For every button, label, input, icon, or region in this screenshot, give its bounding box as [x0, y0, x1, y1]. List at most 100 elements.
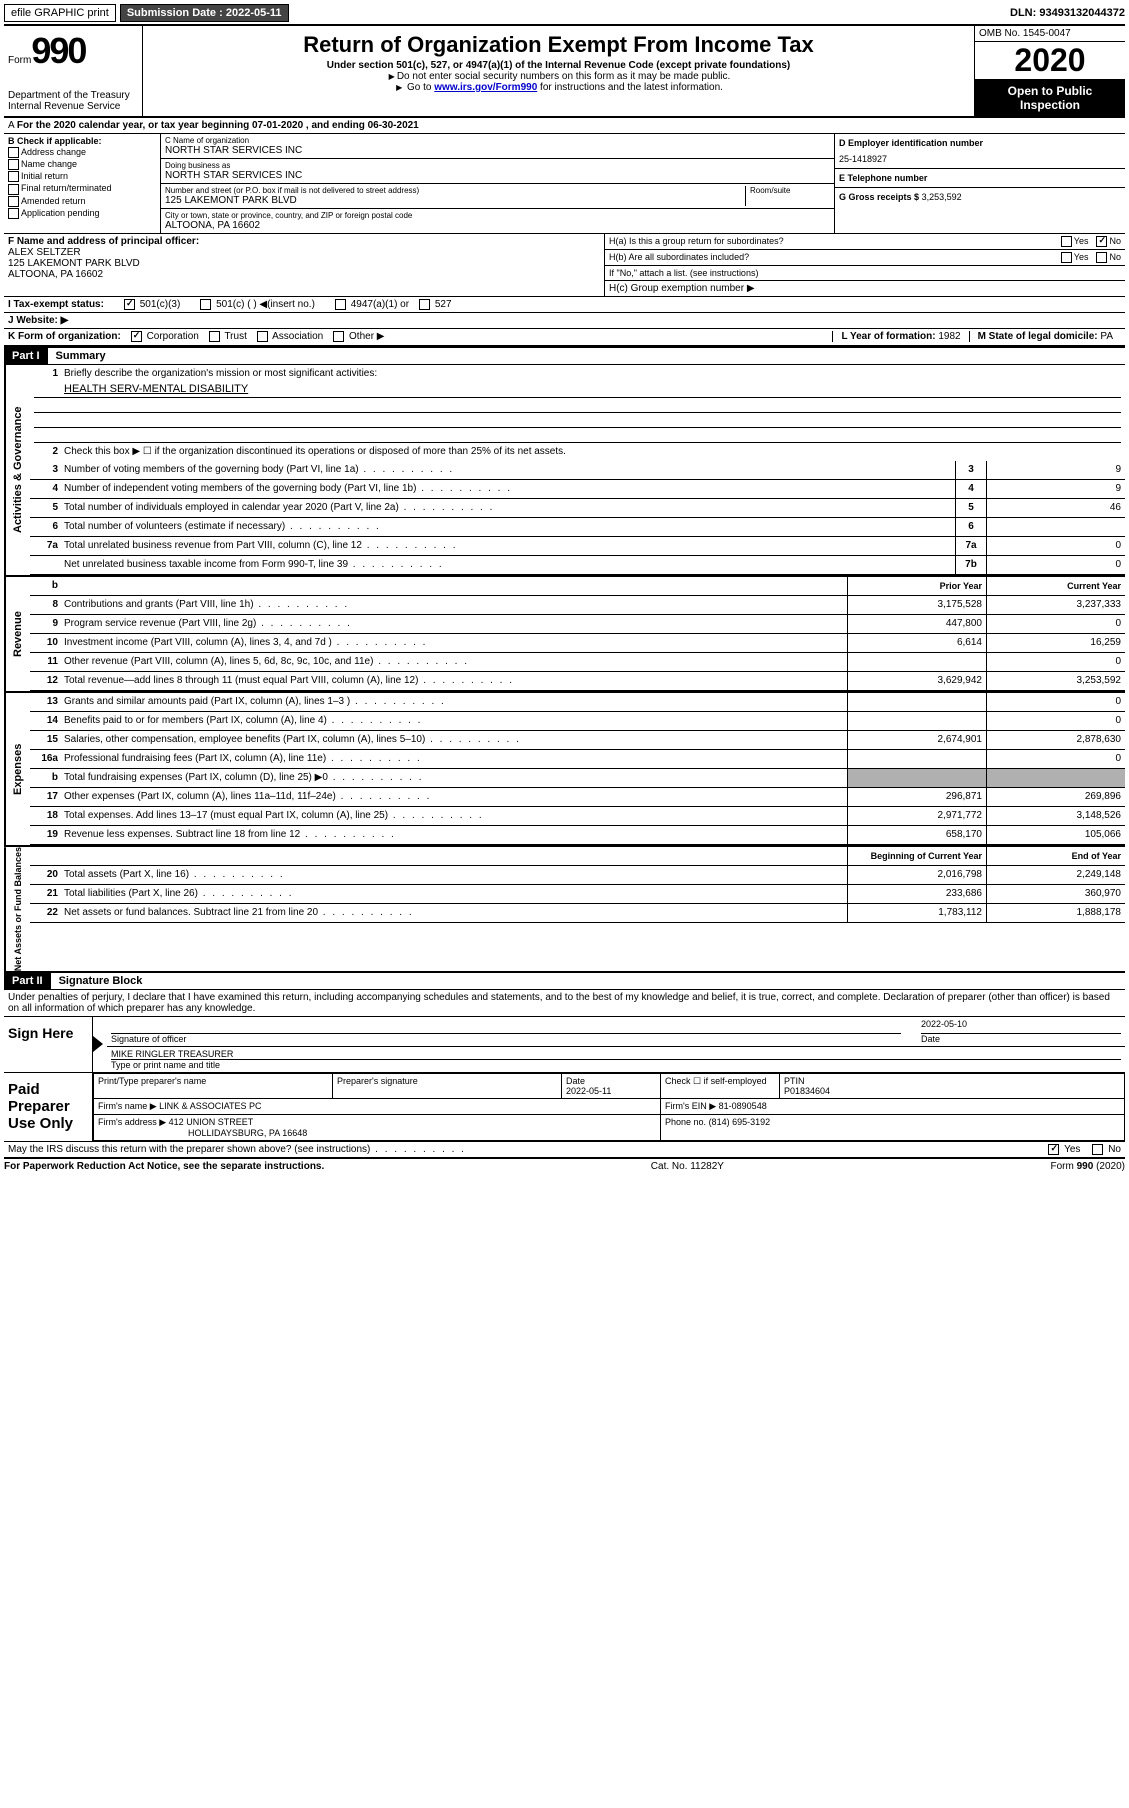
section-e: E Telephone number	[835, 169, 1125, 188]
org-info-block: B Check if applicable: Address change Na…	[4, 134, 1125, 234]
summary-row: 4Number of independent voting members of…	[30, 480, 1125, 499]
preparer-table: Print/Type preparer's name Preparer's si…	[93, 1073, 1125, 1141]
officer-name: ALEX SELTZER	[8, 247, 600, 258]
cb-hb-no[interactable]	[1096, 252, 1107, 263]
cb-501c3[interactable]	[124, 299, 135, 310]
cb-discuss-no[interactable]	[1092, 1144, 1103, 1155]
paid-preparer-block: Paid Preparer Use Only Print/Type prepar…	[4, 1073, 1125, 1142]
section-c: C Name of organization NORTH STAR SERVIC…	[161, 134, 834, 233]
section-g: G Gross receipts $ 3,253,592	[835, 188, 1125, 206]
submission-date: 2022-05-11	[226, 7, 282, 19]
summary-row: 17Other expenses (Part IX, column (A), l…	[30, 788, 1125, 807]
cb-501c[interactable]	[200, 299, 211, 310]
cb-final-return[interactable]	[8, 184, 19, 195]
header-left: Form 990 Department of the Treasury Inte…	[4, 26, 143, 116]
section-i: I Tax-exempt status: 501(c)(3) 501(c) ( …	[4, 297, 1125, 313]
section-klm: K Form of organization: Corporation Trus…	[4, 329, 1125, 346]
summary-row: 13Grants and similar amounts paid (Part …	[30, 693, 1125, 712]
cb-name-change[interactable]	[8, 159, 19, 170]
summary-row: 20Total assets (Part X, line 16)2,016,79…	[30, 866, 1125, 885]
b-label: B Check if applicable:	[8, 136, 156, 146]
sign-here-label: Sign Here	[4, 1017, 93, 1072]
cb-ha-no[interactable]	[1096, 236, 1107, 247]
section-f: F Name and address of principal officer:…	[4, 234, 605, 296]
summary-row: 9Program service revenue (Part VIII, lin…	[30, 615, 1125, 634]
col-prior: Prior Year	[847, 577, 986, 595]
section-d: D Employer identification number 25-1418…	[835, 134, 1125, 169]
form-number: Form 990	[8, 30, 138, 72]
cb-trust[interactable]	[209, 331, 220, 342]
summary-row: 12Total revenue—add lines 8 through 11 (…	[30, 672, 1125, 691]
summary-row: Net unrelated business taxable income fr…	[30, 556, 1125, 575]
form-title: Return of Organization Exempt From Incom…	[147, 32, 970, 58]
city-label: City or town, state or province, country…	[165, 211, 830, 220]
line1-desc: Briefly describe the organization's miss…	[64, 366, 1125, 381]
mission-lines: HEALTH SERV-MENTAL DISABILITY	[30, 383, 1125, 443]
form-text: Form	[8, 55, 31, 66]
cb-amended-return[interactable]	[8, 196, 19, 207]
col-end: End of Year	[986, 847, 1125, 865]
cb-discuss-yes[interactable]	[1048, 1144, 1059, 1155]
part1-bar: Part I Summary	[4, 347, 1125, 365]
subtitle-3: Go to www.irs.gov/Form990 for instructio…	[147, 82, 970, 93]
firm-ein: 81-0890548	[719, 1101, 767, 1111]
summary-row: 15Salaries, other compensation, employee…	[30, 731, 1125, 750]
vlabel-governance: Activities & Governance	[4, 365, 30, 575]
cb-assoc[interactable]	[257, 331, 268, 342]
vlabel-revenue: Revenue	[4, 577, 30, 691]
name-title-label: Type or print name and title	[111, 1060, 1121, 1070]
omb-number: OMB No. 1545-0047	[975, 26, 1125, 42]
efile-label: efile GRAPHIC print	[11, 7, 109, 19]
summary-row: bTotal fundraising expenses (Part IX, co…	[30, 769, 1125, 788]
firm-addr2: HOLLIDAYSBURG, PA 16648	[188, 1128, 307, 1138]
top-bar: efile GRAPHIC print Submission Date : 20…	[4, 4, 1125, 26]
col-begin: Beginning of Current Year	[847, 847, 986, 865]
summary-row: 3Number of voting members of the governi…	[30, 461, 1125, 480]
footer: For Paperwork Reduction Act Notice, see …	[4, 1159, 1125, 1174]
section-b: B Check if applicable: Address change Na…	[4, 134, 161, 233]
sig-officer-label: Signature of officer	[111, 1034, 901, 1044]
cb-hb-yes[interactable]	[1061, 252, 1072, 263]
room-label: Room/suite	[750, 186, 830, 195]
subtitle-2: Do not enter social security numbers on …	[147, 71, 970, 82]
summary-row: 21Total liabilities (Part X, line 26)233…	[30, 885, 1125, 904]
instructions-link[interactable]: www.irs.gov/Form990	[434, 82, 537, 93]
firm-addr1: 412 UNION STREET	[169, 1117, 254, 1127]
cb-application-pending[interactable]	[8, 208, 19, 219]
sign-here-block: Sign Here Signature of officer 2022-05-1…	[4, 1017, 1125, 1073]
sig-date: 2022-05-10	[921, 1019, 1121, 1034]
cb-527[interactable]	[419, 299, 430, 310]
cb-address-change[interactable]	[8, 147, 19, 158]
part2-bar: Part II Signature Block	[4, 971, 1125, 990]
section-h: H(a) Is this a group return for subordin…	[605, 234, 1125, 296]
cb-ha-yes[interactable]	[1061, 236, 1072, 247]
cb-initial-return[interactable]	[8, 171, 19, 182]
efile-box: efile GRAPHIC print	[4, 4, 116, 22]
form-header: Form 990 Department of the Treasury Inte…	[4, 26, 1125, 118]
summary-row: 8Contributions and grants (Part VIII, li…	[30, 596, 1125, 615]
department: Department of the Treasury Internal Reve…	[8, 90, 138, 112]
firm-name: LINK & ASSOCIATES PC	[159, 1101, 261, 1111]
gross-receipts: 3,253,592	[922, 192, 962, 202]
section-m: M State of legal domicile: PA	[969, 331, 1121, 342]
tax-year: 2020	[975, 42, 1125, 80]
summary-row: 10Investment income (Part VIII, column (…	[30, 634, 1125, 653]
submission-label: Submission Date :	[127, 7, 223, 19]
part1-title: Summary	[48, 348, 114, 364]
cb-4947[interactable]	[335, 299, 346, 310]
part1-num: Part I	[4, 348, 48, 364]
org-name: NORTH STAR SERVICES INC	[165, 145, 830, 156]
col-current: Current Year	[986, 577, 1125, 595]
summary-body: Activities & Governance 1 Briefly descri…	[4, 365, 1125, 575]
submission-box: Submission Date : 2022-05-11	[120, 4, 289, 22]
inspection-notice: Open to Public Inspection	[975, 80, 1125, 116]
summary-row: 5Total number of individuals employed in…	[30, 499, 1125, 518]
line-a: A For the 2020 calendar year, or tax yea…	[4, 118, 1125, 134]
summary-row: 11Other revenue (Part VIII, column (A), …	[30, 653, 1125, 672]
officer-addr: 125 LAKEMONT PARK BLVD	[8, 258, 600, 269]
cb-other[interactable]	[333, 331, 344, 342]
cb-corp[interactable]	[131, 331, 142, 342]
summary-row: 18Total expenses. Add lines 13–17 (must …	[30, 807, 1125, 826]
part2-num: Part II	[4, 973, 51, 989]
right-info: D Employer identification number 25-1418…	[834, 134, 1125, 233]
